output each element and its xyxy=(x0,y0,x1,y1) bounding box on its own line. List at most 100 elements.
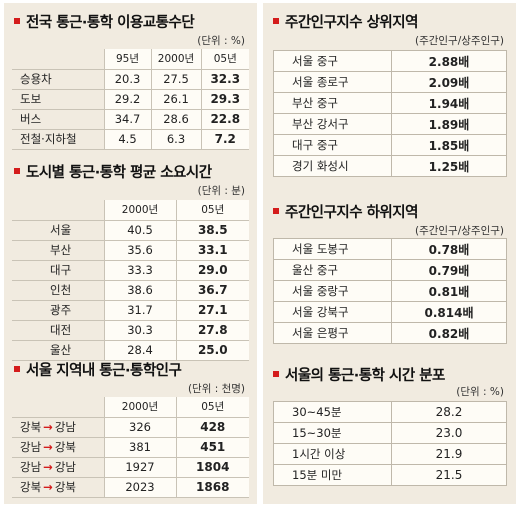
transport-mode-unit: (단위 : %) xyxy=(197,35,245,47)
route-from: 강북 xyxy=(20,420,42,434)
value-cell: 38.6 xyxy=(103,279,176,300)
value-cell: 29.3 xyxy=(200,88,249,109)
region-label: 부산 중구 xyxy=(273,92,392,114)
route-to: 강남 xyxy=(54,460,76,474)
left-column: 전국 통근·통학 이용교통수단 (단위 : %) 95년 2000년 05년 승… xyxy=(4,3,257,504)
value-cell: 31.7 xyxy=(103,299,176,320)
top-index-table: 서울 중구 2.88배 서울 종로구 2.09배 부산 중구 1.94배 부산 강서구… xyxy=(273,50,507,177)
bullet-icon xyxy=(273,371,279,377)
commute-time-title: 도시별 통근·통학 평균 소요시간 xyxy=(14,161,212,182)
region-label: 대구 중구 xyxy=(273,134,392,156)
value-cell: 35.6 xyxy=(103,239,176,260)
region-label: 서울 도봉구 xyxy=(273,238,392,260)
table-row: 대구 33.3 29.0 xyxy=(12,259,249,280)
seoul-time-distribution-table: 30~45분 28.2 15~30분 23.0 1시간 이상 21.9 15분 미만 2… xyxy=(273,401,507,486)
seoul-commuters-title: 서울 지역내 통근·통학인구 xyxy=(14,359,182,380)
row-label: 광주 xyxy=(12,299,104,320)
transport-mode-section: 전국 통근·통학 이용교통수단 (단위 : %) 95년 2000년 05년 승… xyxy=(4,3,257,153)
seoul-time-distribution-title: 서울의 통근·통학 시간 분포 xyxy=(273,364,445,385)
header-cell: 95년 xyxy=(103,49,151,69)
table-row: 서울 종로구 2.09배 xyxy=(273,71,507,93)
header-cell: 2000년 xyxy=(150,49,201,69)
region-label: 서울 중랑구 xyxy=(273,280,392,302)
value-cell: 33.3 xyxy=(103,259,176,280)
time-range-label: 1시간 이상 xyxy=(273,443,392,465)
value-cell: 30.3 xyxy=(103,319,176,340)
value-cell: 34.7 xyxy=(103,108,151,129)
table-row: 서울 강북구 0.814배 xyxy=(273,301,507,323)
route-label: 강북 → 강북 xyxy=(12,476,104,498)
commute-time-unit: (단위 : 분) xyxy=(197,185,245,197)
row-label: 울산 xyxy=(12,339,104,361)
row-label: 대전 xyxy=(12,319,104,340)
row-label: 전철·지하철 xyxy=(12,128,104,150)
table-row: 서울 중구 2.88배 xyxy=(273,50,507,72)
value-cell: 40.5 xyxy=(103,219,176,240)
value-cell: 7.2 xyxy=(200,128,249,150)
value-cell: 20.3 xyxy=(103,68,151,89)
bullet-icon xyxy=(14,18,20,24)
value-cell: 29.0 xyxy=(175,259,249,280)
route-label: 강남 → 강북 xyxy=(12,436,104,457)
value-cell: 1927 xyxy=(103,456,176,477)
value-cell: 26.1 xyxy=(150,88,201,109)
table-row: 버스 34.7 28.6 22.8 xyxy=(12,108,249,129)
table-row: 서울 40.5 38.5 xyxy=(12,219,249,240)
value-cell: 451 xyxy=(175,436,249,457)
bullet-icon xyxy=(273,18,279,24)
route-to: 강북 xyxy=(54,440,76,454)
row-label: 대구 xyxy=(12,259,104,280)
value-cell: 33.1 xyxy=(175,239,249,260)
commute-time-section: 도시별 통근·통학 평균 소요시간 (단위 : 분) 2000년 05년 서울 4… xyxy=(4,153,257,361)
table-header-row: 95년 2000년 05년 xyxy=(12,49,249,69)
value-cell: 27.1 xyxy=(175,299,249,320)
table-row: 승용차 20.3 27.5 32.3 xyxy=(12,68,249,89)
table-row: 울산 28.4 25.0 xyxy=(12,339,249,361)
time-range-label: 15~30분 xyxy=(273,422,392,444)
row-label: 서울 xyxy=(12,219,104,240)
table-row: 대전 30.3 27.8 xyxy=(12,319,249,340)
table-row: 인천 38.6 36.7 xyxy=(12,279,249,300)
row-label: 버스 xyxy=(12,108,104,129)
table-row: 서울 은평구 0.82배 xyxy=(273,322,507,344)
transport-mode-table: 95년 2000년 05년 승용차 20.3 27.5 32.3 도보 29.2… xyxy=(12,49,249,150)
value-cell: 326 xyxy=(103,416,176,437)
seoul-time-distribution-unit: (단위 : %) xyxy=(456,386,504,398)
region-label: 경기 화성시 xyxy=(273,155,392,177)
region-label: 울산 중구 xyxy=(273,259,392,281)
top-index-unit: (주간인구/상주인구) xyxy=(414,35,504,47)
table-row: 강남 → 강남 1927 1804 xyxy=(12,456,249,477)
table-row: 광주 31.7 27.1 xyxy=(12,299,249,320)
index-value: 0.78배 xyxy=(391,238,507,260)
row-label: 인천 xyxy=(12,279,104,300)
value-cell: 36.7 xyxy=(175,279,249,300)
top-index-section: 주간인구지수 상위지역 (주간인구/상주인구) 서울 중구 2.88배 서울 종로… xyxy=(263,3,516,193)
seoul-time-distribution-title-text: 서울의 통근·통학 시간 분포 xyxy=(285,368,445,384)
index-value: 0.82배 xyxy=(391,322,507,344)
table-row: 서울 도봉구 0.78배 xyxy=(273,238,507,260)
table-row: 전철·지하철 4.5 6.3 7.2 xyxy=(12,128,249,150)
table-header-row: 2000년 05년 xyxy=(12,397,249,417)
seoul-commuters-unit: (단위 : 천명) xyxy=(187,383,245,395)
index-value: 2.88배 xyxy=(391,50,507,72)
index-value: 1.25배 xyxy=(391,155,507,177)
header-cell: 05년 xyxy=(175,200,249,220)
header-cell: 2000년 xyxy=(103,200,176,220)
table-row: 15분 미만 21.5 xyxy=(273,464,507,486)
index-value: 1.89배 xyxy=(391,113,507,135)
header-cell xyxy=(12,200,104,220)
row-label: 승용차 xyxy=(12,68,104,89)
index-value: 1.85배 xyxy=(391,134,507,156)
index-value: 0.814배 xyxy=(391,301,507,323)
bullet-icon xyxy=(14,168,20,174)
table-row: 경기 화성시 1.25배 xyxy=(273,155,507,177)
percent-value: 21.9 xyxy=(391,443,507,465)
table-row: 강북 → 강북 2023 1868 xyxy=(12,476,249,498)
region-label: 서울 종로구 xyxy=(273,71,392,93)
row-label: 부산 xyxy=(12,239,104,260)
header-cell: 05년 xyxy=(200,49,249,69)
value-cell: 2023 xyxy=(103,476,176,498)
header-cell xyxy=(12,49,104,69)
value-cell: 22.8 xyxy=(200,108,249,129)
arrow-right-icon: → xyxy=(43,460,53,474)
